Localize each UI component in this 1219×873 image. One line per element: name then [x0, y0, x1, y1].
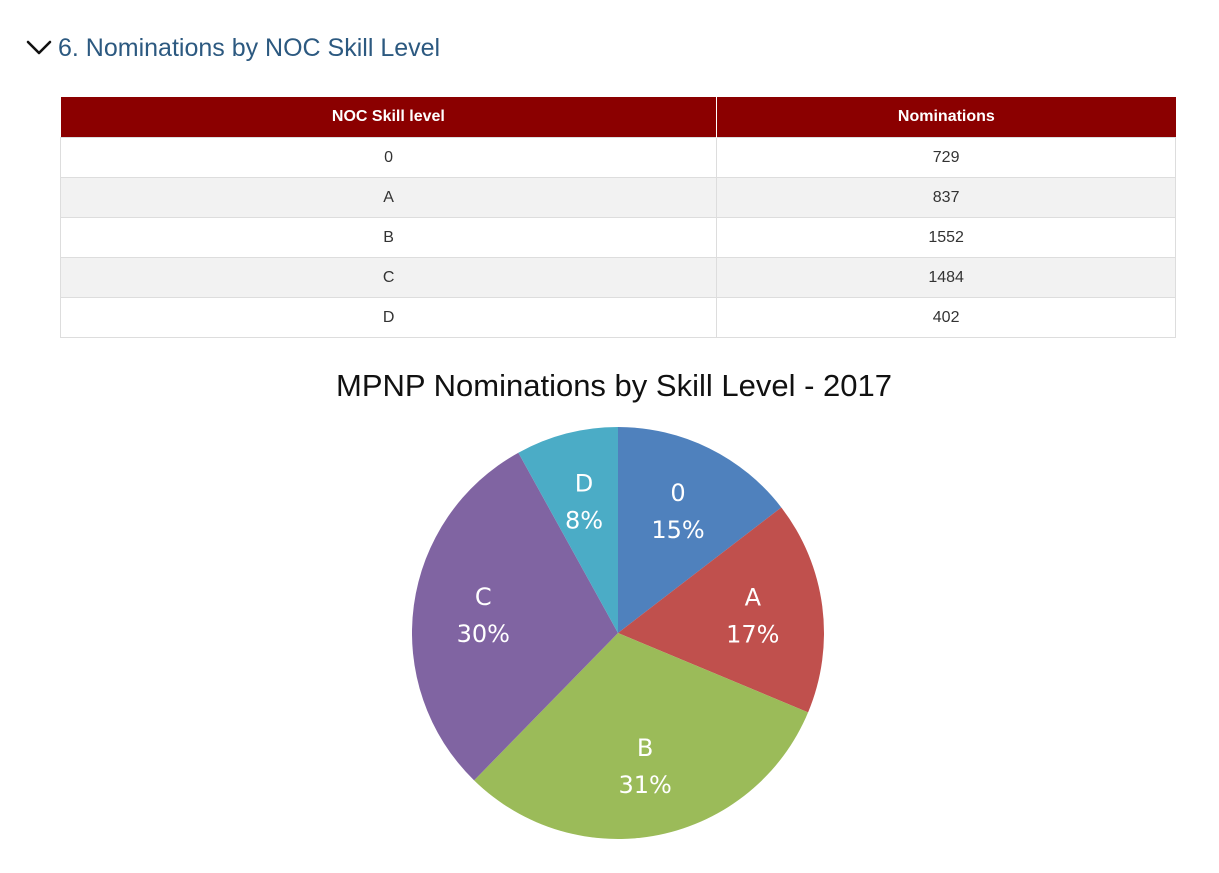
pie-slice-b — [474, 633, 809, 839]
pie-slice-c — [412, 452, 618, 781]
column-header-skill-level: NOC Skill level — [60, 97, 718, 138]
table-row: D 402 — [59, 297, 1176, 338]
slice-category-label: B — [637, 734, 653, 762]
slice-percent-label: 17% — [726, 620, 779, 648]
table-row: 0 729 — [59, 137, 1176, 178]
pie-slice-0 — [618, 427, 782, 633]
chevron-down-icon[interactable] — [24, 38, 54, 58]
cell-nominations: 729 — [716, 137, 1176, 178]
table-header-row: NOC Skill level Nominations — [60, 97, 1176, 138]
cell-skill-level: C — [59, 257, 718, 298]
slice-percent-label: 31% — [618, 771, 671, 799]
column-header-nominations: Nominations — [716, 97, 1176, 138]
cell-nominations: 402 — [716, 297, 1176, 338]
table-row: B 1552 — [59, 217, 1176, 258]
chart-title: MPNP Nominations by Skill Level - 2017 — [336, 368, 892, 403]
cell-skill-level: D — [59, 297, 718, 338]
table-row: A 837 — [59, 177, 1176, 218]
cell-nominations: 837 — [716, 177, 1176, 218]
section-title[interactable]: 6. Nominations by NOC Skill Level — [58, 34, 441, 62]
cell-nominations: 1484 — [716, 257, 1176, 298]
skill-level-table: NOC Skill level Nominations 0 729 A 837 … — [59, 97, 1176, 338]
cell-skill-level: B — [59, 217, 718, 258]
pie-slice-d — [518, 427, 618, 633]
cell-skill-level: A — [59, 177, 718, 218]
slice-category-label: A — [745, 583, 762, 611]
pie-slice-a — [618, 507, 824, 713]
cell-skill-level: 0 — [59, 137, 718, 178]
slice-category-label: D — [575, 469, 593, 497]
cell-nominations: 1552 — [716, 217, 1176, 258]
section-header[interactable]: 6. Nominations by NOC Skill Level — [24, 30, 440, 66]
slice-percent-label: 30% — [457, 620, 510, 648]
slice-percent-label: 8% — [565, 506, 603, 534]
pie-chart-svg: 0 15% A 17% B 31% C 30% D 8% — [412, 427, 824, 839]
table-row: C 1484 — [59, 257, 1176, 298]
slice-category-label: C — [475, 583, 492, 611]
slice-percent-label: 15% — [651, 516, 704, 544]
pie-chart: 0 15% A 17% B 31% C 30% D 8% MPNP Nominations by … — [0, 360, 1219, 860]
slice-category-label: 0 — [670, 479, 685, 507]
